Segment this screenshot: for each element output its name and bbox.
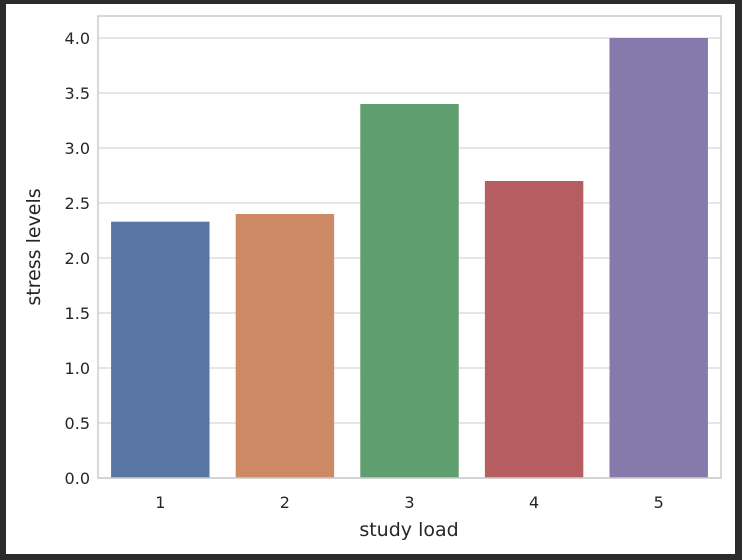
y-tick-labels: 0.0 0.5 1.0 1.5 2.0 2.5 3.0 3.5 4.0 [65, 29, 90, 488]
y-tick-label: 3.0 [65, 139, 90, 158]
plot-frame [97, 15, 722, 479]
y-tick-label: 0.0 [65, 469, 90, 488]
y-tick-label: 3.5 [65, 84, 90, 103]
y-tick-label: 1.5 [65, 304, 90, 323]
chart-figure: 0.0 0.5 1.0 1.5 2.0 2.5 3.0 3.5 4.0 1 2 3 4 5 study … [6, 4, 735, 554]
bar-4 [484, 181, 584, 478]
x-tick-label: 1 [155, 493, 165, 512]
x-tick-label: 4 [529, 493, 539, 512]
bar-5 [609, 38, 708, 478]
y-tick-label: 2.0 [65, 249, 90, 268]
x-tick-label: 3 [404, 493, 414, 512]
x-tick-labels: 1 2 3 4 5 [155, 493, 664, 512]
x-tick-label: 5 [654, 493, 664, 512]
bar-2 [235, 214, 335, 478]
y-tick-label: 0.5 [65, 414, 90, 433]
bar-1 [111, 221, 210, 478]
y-axis-label: stress levels [23, 188, 45, 305]
bar-chart: 0.0 0.5 1.0 1.5 2.0 2.5 3.0 3.5 4.0 1 2 3 4 5 study … [23, 15, 722, 541]
x-axis-label: study load [359, 519, 458, 541]
bar-3 [360, 104, 459, 478]
y-tick-label: 1.0 [65, 359, 90, 378]
x-tick-label: 2 [280, 493, 290, 512]
y-tick-label: 2.5 [65, 194, 90, 213]
bars [111, 38, 708, 478]
y-tick-label: 4.0 [65, 29, 90, 48]
